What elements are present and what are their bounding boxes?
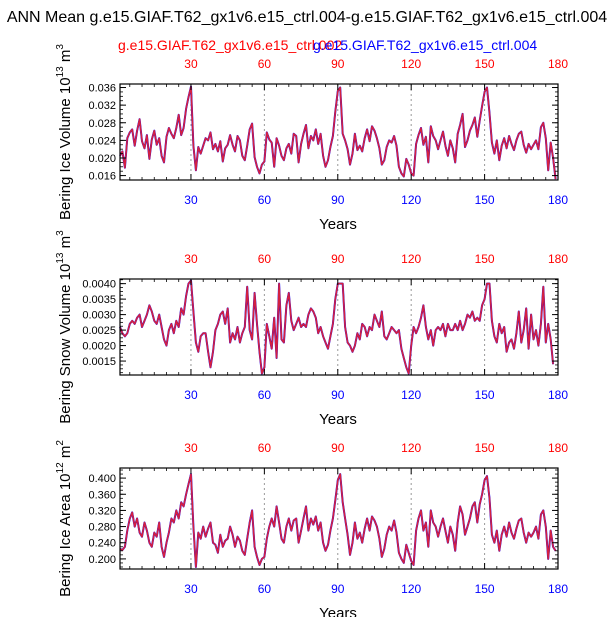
- x-tick-label-top: 150: [475, 441, 495, 455]
- y-tick-label: 0.0025: [82, 325, 116, 337]
- x-tick-label-bottom: 180: [548, 193, 568, 207]
- y-tick-label: 0.028: [88, 118, 116, 130]
- figure-title: ANN Mean g.e15.GIAF.T62_gx1v6.e15_ctrl.0…: [7, 9, 607, 26]
- y-tick-label: 0.320: [88, 505, 116, 517]
- plot-frame: [119, 467, 559, 570]
- x-tick-label-bottom: 60: [258, 388, 272, 402]
- series-line-red: [119, 279, 554, 375]
- x-tick-label-bottom: 120: [401, 193, 421, 207]
- y-tick-label: 0.0040: [82, 279, 116, 291]
- y-tick-label: 0.024: [88, 135, 116, 147]
- x-tick-label-bottom: 90: [331, 388, 345, 402]
- x-tick-label-top: 150: [475, 252, 495, 266]
- x-tick-label-top: 150: [475, 57, 495, 71]
- x-tick-label-bottom: 30: [184, 388, 198, 402]
- y-axis-title: Bering Ice Volume 1013 m3: [55, 44, 74, 220]
- y-tick-label: 0.240: [88, 538, 116, 550]
- y-tick-label: 0.0020: [82, 341, 116, 353]
- y-tick-label: 0.016: [88, 171, 116, 183]
- y-tick-label: 0.280: [88, 522, 116, 534]
- x-tick-label-bottom: 150: [475, 388, 495, 402]
- y-axis-title: Bering Ice Area 1012 m2: [55, 440, 74, 597]
- panel-ice-volume: 0.016 0.020 0.024 0.028 0.032 0.036 30 30 60 60 90…: [55, 44, 568, 233]
- x-tick-label-bottom: 120: [401, 388, 421, 402]
- panel-snow-volume: 0.0015 0.0020 0.0025 0.0030 0.0035 0.0040 30 30…: [55, 230, 568, 428]
- plot-frame: [119, 278, 559, 376]
- x-tick-label-top: 180: [548, 252, 568, 266]
- x-tick-label-top: 60: [258, 57, 272, 71]
- y-tick-label: 0.036: [88, 83, 116, 95]
- x-tick-label-top: 180: [548, 441, 568, 455]
- y-axis-title: Bering Snow Volume 1013 m3: [55, 230, 74, 424]
- x-tick-label-bottom: 150: [475, 193, 495, 207]
- x-tick-label-bottom: 150: [475, 582, 495, 596]
- legend-series-blue: g.e15.GIAF.T62_gx1v6.e15_ctrl.004: [313, 37, 537, 53]
- x-tick-label-bottom: 180: [548, 582, 568, 596]
- x-tick-label-top: 30: [184, 252, 198, 266]
- y-tick-label: 0.0030: [82, 310, 116, 322]
- x-tick-label-top: 120: [401, 57, 421, 71]
- x-tick-label-bottom: 90: [331, 193, 345, 207]
- x-tick-label-top: 60: [258, 252, 272, 266]
- x-tick-label-bottom: 30: [184, 193, 198, 207]
- y-tick-label: 0.0015: [82, 356, 116, 368]
- y-tick-label: 0.400: [88, 473, 116, 485]
- x-tick-label-top: 90: [331, 252, 345, 266]
- x-axis-title: Years: [319, 411, 357, 428]
- x-tick-label-bottom: 60: [258, 582, 272, 596]
- x-tick-label-bottom: 120: [401, 582, 421, 596]
- y-tick-label: 0.020: [88, 153, 116, 165]
- y-tick-label: 0.032: [88, 100, 116, 112]
- x-tick-label-top: 180: [548, 57, 568, 71]
- x-tick-label-top: 30: [184, 57, 198, 71]
- panels: 0.016 0.020 0.024 0.028 0.032 0.036 30 30 60 60 90…: [55, 44, 568, 617]
- x-tick-label-top: 120: [401, 441, 421, 455]
- x-tick-label-top: 60: [258, 441, 272, 455]
- series-line-red: [119, 473, 557, 568]
- x-tick-label-top: 90: [331, 441, 345, 455]
- x-axis-title: Years: [319, 216, 357, 233]
- panel-ice-area: 0.200 0.240 0.280 0.320 0.360 0.400 30 30 60 60 90…: [55, 440, 568, 617]
- legend-series-red: g.e15.GIAF.T62_gx1v6.e15_ctrl.002: [118, 37, 342, 53]
- y-tick-label: 0.200: [88, 554, 116, 566]
- y-tick-label: 0.0035: [82, 294, 116, 306]
- x-tick-label-top: 30: [184, 441, 198, 455]
- x-tick-label-bottom: 30: [184, 582, 198, 596]
- x-tick-label-top: 120: [401, 252, 421, 266]
- x-tick-label-bottom: 60: [258, 193, 272, 207]
- x-tick-label-top: 90: [331, 57, 345, 71]
- plot-frame: [119, 83, 559, 181]
- x-tick-label-bottom: 90: [331, 582, 345, 596]
- x-tick-label-bottom: 180: [548, 388, 568, 402]
- y-tick-label: 0.360: [88, 489, 116, 501]
- series-line-red: [119, 85, 557, 180]
- x-axis-title: Years: [319, 605, 357, 617]
